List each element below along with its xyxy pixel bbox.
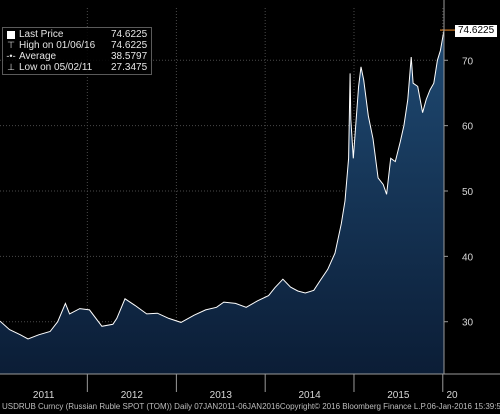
x-tick-label: 2011 bbox=[33, 390, 55, 401]
x-tick-label: 2014 bbox=[298, 390, 321, 401]
legend-value: 74.6225 bbox=[111, 40, 148, 51]
y-tick-label: 70 bbox=[462, 56, 474, 67]
legend-label: High on 01/06/16 bbox=[19, 40, 96, 51]
average-marker-icon: -•- bbox=[6, 51, 16, 61]
legend-value: 74.6225 bbox=[111, 29, 148, 40]
x-axis-ticks: 2011 2012 2013 2014 2015 20 bbox=[33, 374, 458, 401]
high-marker-icon: ⊤ bbox=[7, 40, 15, 50]
legend-value: 27.3475 bbox=[111, 62, 148, 73]
y-tick-label: 60 bbox=[462, 122, 474, 133]
x-tick-label: 2015 bbox=[387, 390, 410, 401]
footer-timestamp: 06-Jan-2016 15:39:53 bbox=[427, 402, 500, 411]
legend-label: Low on 05/02/11 bbox=[19, 62, 93, 73]
legend-label: Last Price bbox=[19, 29, 64, 40]
chart-footer: USDRUB Curncy (Russian Ruble SPOT (TOM))… bbox=[0, 400, 500, 414]
x-tick-label: 2013 bbox=[210, 390, 233, 401]
footer-security: USDRUB Curncy (Russian Ruble SPOT (TOM))… bbox=[2, 402, 280, 411]
legend-label: Average bbox=[19, 51, 57, 62]
y-tick-label: 50 bbox=[462, 187, 474, 198]
y-tick-label: 40 bbox=[462, 252, 474, 263]
legend-item-high: ⊤ High on 01/06/16 74.6225 bbox=[6, 40, 147, 51]
legend-item-low: ⊥ Low on 05/02/11 27.3475 bbox=[6, 62, 147, 73]
legend-value: 38.5797 bbox=[111, 51, 148, 62]
footer-copyright: Copyright© 2016 Bloomberg Finance L.P. bbox=[279, 402, 428, 411]
legend-item-last-price: Last Price 74.6225 bbox=[6, 29, 147, 40]
low-marker-icon: ⊥ bbox=[7, 62, 15, 72]
price-area bbox=[0, 30, 444, 374]
y-axis-ticks: 30 40 50 60 70 bbox=[444, 56, 474, 329]
price-line bbox=[0, 30, 445, 340]
y-tick-label: 30 bbox=[462, 318, 474, 329]
x-tick-label: 2012 bbox=[121, 390, 144, 401]
square-icon bbox=[7, 30, 15, 39]
last-price-tag: 74.6225 bbox=[455, 25, 498, 37]
legend-item-average: -•- Average 38.5797 bbox=[6, 51, 147, 62]
chart-legend: Last Price 74.6225 ⊤ High on 01/06/16 74… bbox=[2, 27, 153, 75]
x-tick-label: 20 bbox=[446, 390, 458, 401]
